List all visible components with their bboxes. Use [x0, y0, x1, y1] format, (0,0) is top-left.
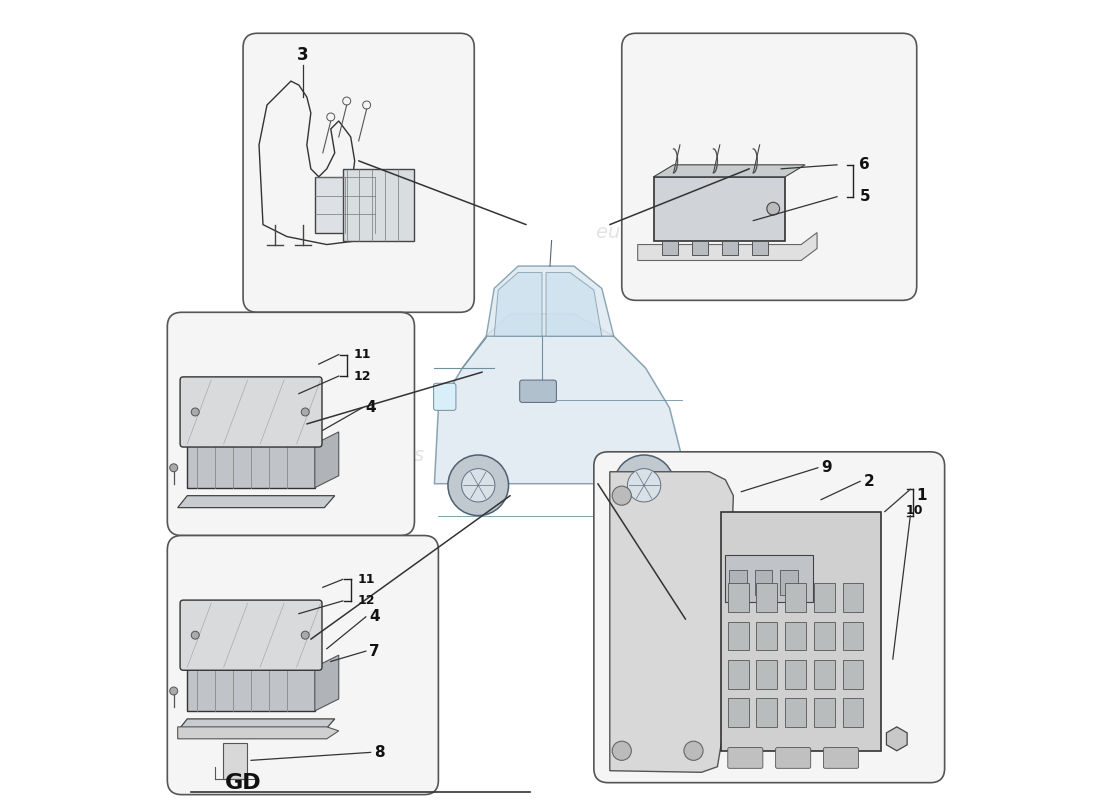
- Text: 10: 10: [905, 503, 923, 517]
- FancyBboxPatch shape: [728, 698, 748, 727]
- Text: 8: 8: [375, 745, 385, 760]
- FancyBboxPatch shape: [725, 554, 813, 602]
- Circle shape: [191, 631, 199, 639]
- FancyBboxPatch shape: [814, 583, 835, 612]
- Text: 4: 4: [368, 610, 379, 624]
- Polygon shape: [546, 273, 602, 336]
- FancyBboxPatch shape: [757, 583, 778, 612]
- Text: euro spares: euro spares: [596, 478, 712, 497]
- FancyBboxPatch shape: [728, 660, 748, 689]
- FancyBboxPatch shape: [755, 570, 772, 595]
- FancyBboxPatch shape: [594, 452, 945, 782]
- Polygon shape: [315, 655, 339, 711]
- FancyBboxPatch shape: [243, 34, 474, 312]
- FancyBboxPatch shape: [187, 444, 315, 488]
- Circle shape: [613, 742, 631, 760]
- FancyBboxPatch shape: [843, 622, 864, 650]
- FancyBboxPatch shape: [728, 747, 763, 768]
- Circle shape: [462, 469, 495, 502]
- Circle shape: [614, 455, 674, 515]
- Circle shape: [448, 455, 508, 515]
- FancyBboxPatch shape: [785, 660, 806, 689]
- FancyBboxPatch shape: [692, 241, 708, 255]
- FancyBboxPatch shape: [785, 583, 806, 612]
- Circle shape: [191, 408, 199, 416]
- FancyBboxPatch shape: [223, 743, 248, 778]
- FancyBboxPatch shape: [728, 622, 748, 650]
- FancyBboxPatch shape: [843, 583, 864, 612]
- Text: 9: 9: [821, 460, 832, 475]
- FancyBboxPatch shape: [843, 660, 864, 689]
- FancyBboxPatch shape: [757, 698, 778, 727]
- FancyBboxPatch shape: [653, 177, 785, 241]
- FancyBboxPatch shape: [315, 177, 375, 233]
- Text: 11: 11: [358, 573, 375, 586]
- Text: 1: 1: [916, 488, 927, 503]
- FancyBboxPatch shape: [843, 698, 864, 727]
- FancyBboxPatch shape: [180, 600, 322, 670]
- Text: 3: 3: [297, 46, 309, 64]
- FancyBboxPatch shape: [776, 747, 811, 768]
- Circle shape: [301, 631, 309, 639]
- Circle shape: [169, 687, 178, 695]
- Text: euro spares: euro spares: [309, 646, 425, 665]
- Polygon shape: [887, 727, 907, 750]
- Polygon shape: [609, 472, 734, 772]
- Text: 4: 4: [365, 401, 376, 415]
- FancyBboxPatch shape: [752, 241, 769, 255]
- FancyBboxPatch shape: [661, 241, 678, 255]
- Text: eurospa res: eurospa res: [309, 215, 425, 234]
- Polygon shape: [434, 314, 682, 484]
- FancyBboxPatch shape: [814, 622, 835, 650]
- Polygon shape: [494, 273, 542, 336]
- Circle shape: [301, 408, 309, 416]
- FancyBboxPatch shape: [723, 241, 738, 255]
- Text: 7: 7: [368, 644, 379, 658]
- FancyBboxPatch shape: [757, 660, 778, 689]
- Polygon shape: [178, 496, 334, 508]
- FancyBboxPatch shape: [814, 698, 835, 727]
- Polygon shape: [486, 266, 614, 336]
- Text: 12: 12: [358, 594, 375, 607]
- Text: euro spares: euro spares: [309, 446, 425, 466]
- Circle shape: [767, 202, 780, 215]
- FancyBboxPatch shape: [814, 660, 835, 689]
- FancyBboxPatch shape: [824, 747, 858, 768]
- FancyBboxPatch shape: [167, 312, 415, 535]
- Polygon shape: [178, 719, 334, 731]
- FancyBboxPatch shape: [757, 622, 778, 650]
- Text: 6: 6: [859, 158, 870, 172]
- Circle shape: [627, 469, 661, 502]
- Circle shape: [684, 742, 703, 760]
- Text: GD: GD: [224, 773, 262, 793]
- FancyBboxPatch shape: [728, 583, 748, 612]
- FancyBboxPatch shape: [519, 380, 557, 402]
- FancyBboxPatch shape: [722, 512, 881, 750]
- Text: 2: 2: [864, 474, 874, 489]
- Circle shape: [613, 486, 631, 506]
- Text: 12: 12: [353, 370, 371, 382]
- Polygon shape: [653, 165, 805, 177]
- Text: eurospa res: eurospa res: [596, 223, 712, 242]
- FancyBboxPatch shape: [180, 377, 322, 447]
- FancyBboxPatch shape: [780, 570, 798, 595]
- FancyBboxPatch shape: [343, 169, 415, 241]
- Polygon shape: [178, 727, 339, 739]
- FancyBboxPatch shape: [433, 383, 455, 410]
- Text: 11: 11: [353, 348, 371, 361]
- FancyBboxPatch shape: [167, 535, 439, 794]
- FancyBboxPatch shape: [729, 570, 747, 595]
- FancyBboxPatch shape: [621, 34, 916, 300]
- Polygon shape: [638, 233, 817, 261]
- Polygon shape: [315, 432, 339, 488]
- Circle shape: [169, 464, 178, 472]
- FancyBboxPatch shape: [187, 667, 315, 711]
- FancyBboxPatch shape: [785, 622, 806, 650]
- Text: 5: 5: [859, 190, 870, 204]
- FancyBboxPatch shape: [785, 698, 806, 727]
